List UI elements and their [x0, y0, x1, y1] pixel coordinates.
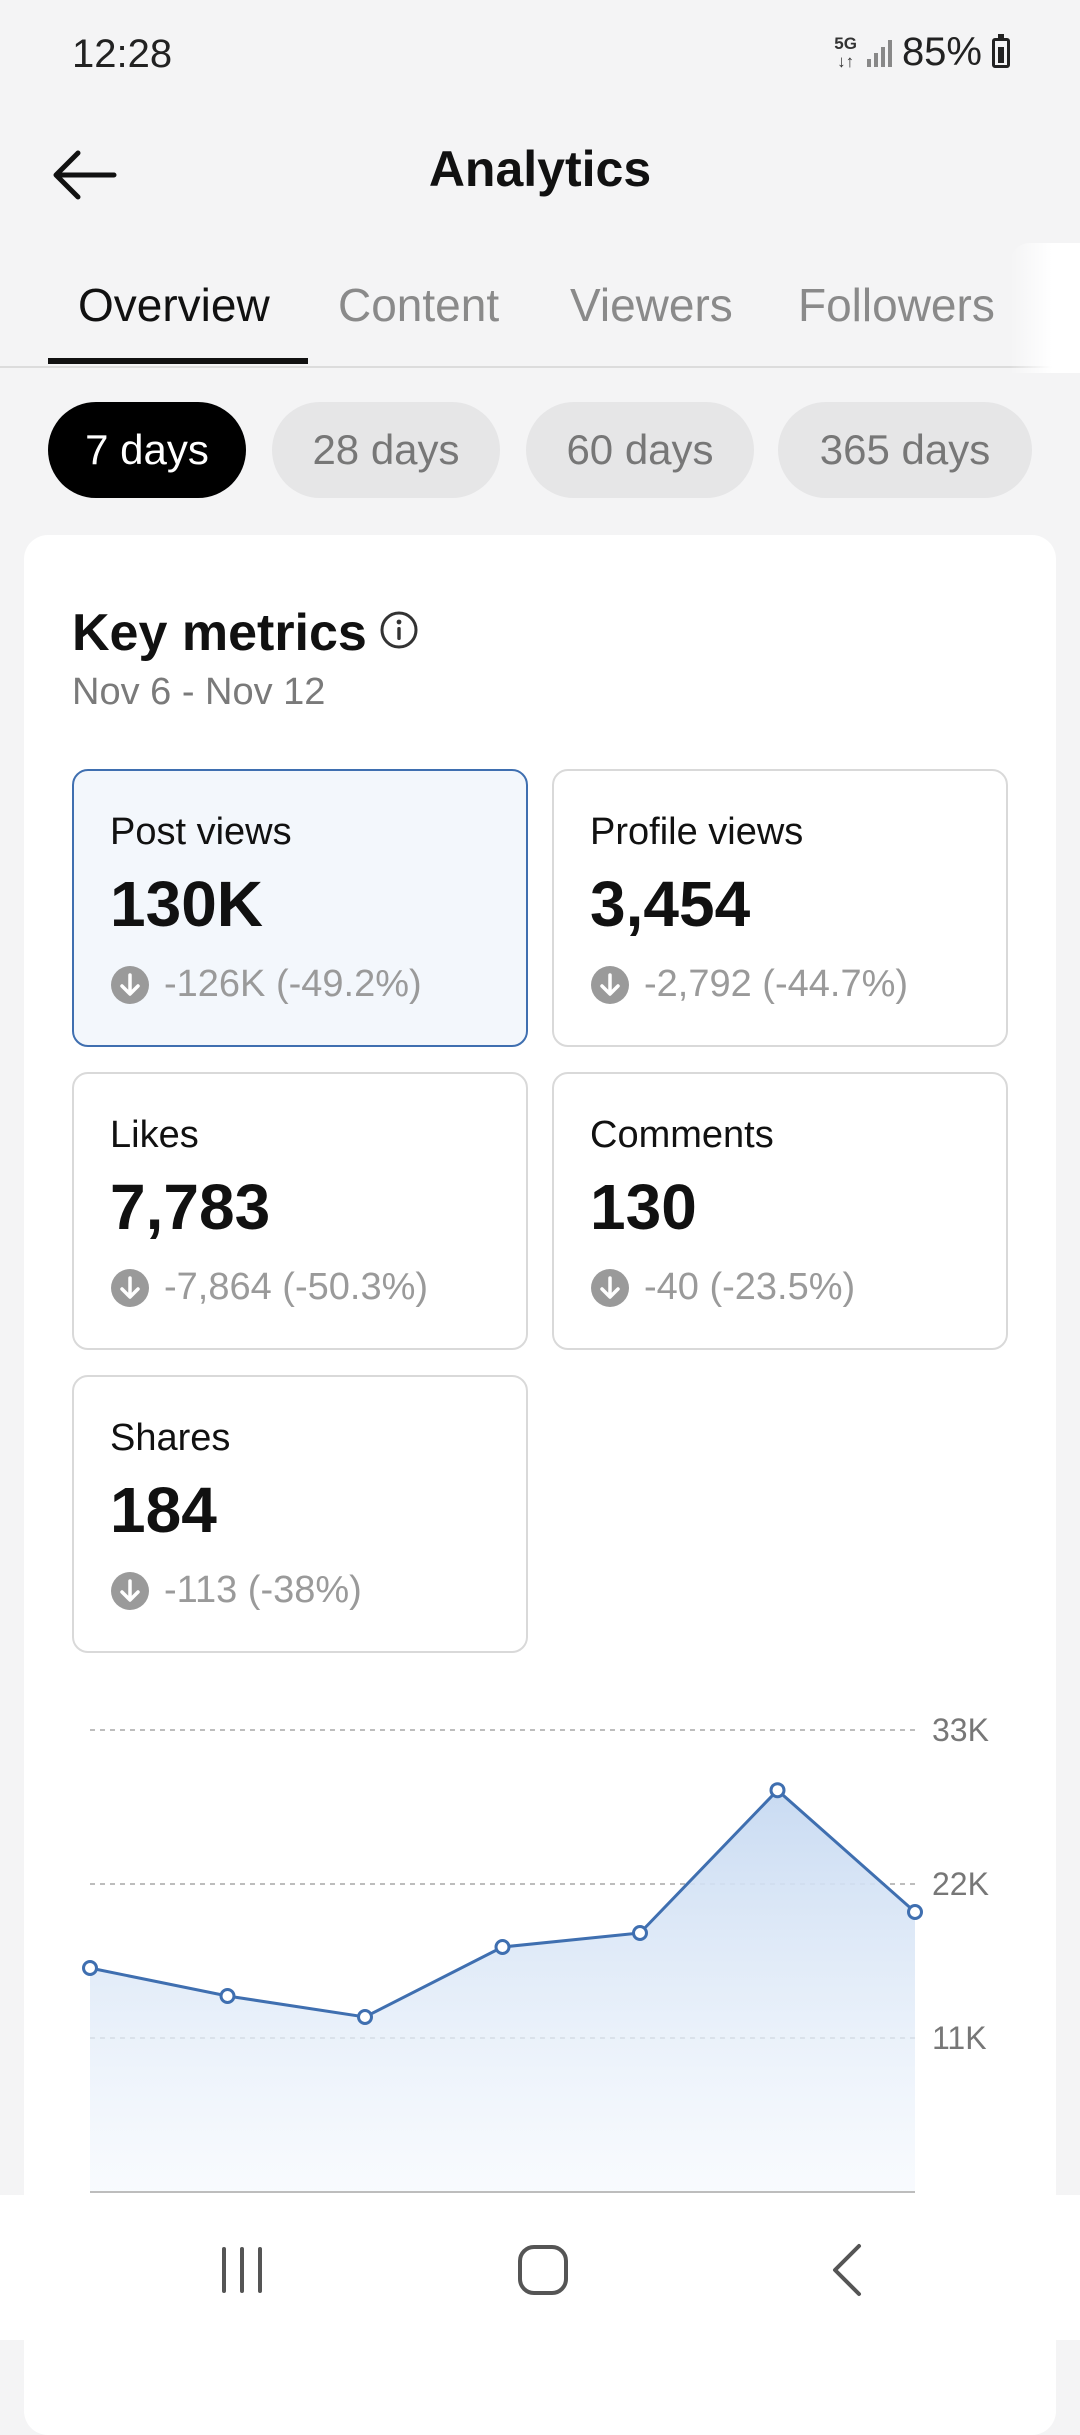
data-point [769, 1782, 786, 1799]
metric-card-profile-views[interactable]: Profile views 3,454 -2,792 (-44.7%) [552, 769, 1008, 1047]
arrow-down-circle-icon [591, 1268, 629, 1307]
metric-change: -113 (-38%) [110, 1569, 362, 1612]
metric-card-comments[interactable]: Comments 130 -40 (-23.5%) [552, 1072, 1008, 1350]
y-tick-label: 11K [932, 2020, 987, 2056]
signal-icon [866, 39, 892, 67]
metric-value: 184 [110, 1474, 217, 1546]
metric-label: Shares [110, 1417, 231, 1459]
back-arrow-icon [53, 150, 117, 200]
metric-change: -7,864 (-50.3%) [110, 1266, 428, 1309]
status-bar: 12:28 5G ↓↑ 85% [0, 0, 1080, 110]
data-point [907, 1904, 923, 1920]
app-header: Analytics [0, 110, 1080, 230]
arrow-down-circle-icon [111, 1571, 149, 1610]
battery-icon [992, 33, 1010, 68]
battery-level: 85% [901, 30, 982, 74]
system-nav-bar [0, 2195, 1080, 2340]
metric-label: Likes [110, 1114, 199, 1156]
tab-overview[interactable]: Overview [78, 279, 270, 331]
page-title: Analytics [428, 141, 652, 197]
metric-card-shares[interactable]: Shares 184 -113 (-38%) [72, 1375, 528, 1653]
arrow-down-circle-icon [591, 965, 629, 1004]
data-point [494, 1939, 511, 1955]
tab-scroll-fade [1010, 243, 1080, 373]
tab-bar: Overview Content Viewers Followers [0, 243, 1080, 373]
range-chip-60-days[interactable]: 60 days [526, 402, 754, 498]
tab-viewers[interactable]: Viewers [570, 279, 733, 331]
metric-change: -40 (-23.5%) [590, 1266, 855, 1309]
range-chip-7-days[interactable]: 7 days [48, 402, 246, 498]
back-button[interactable] [40, 130, 130, 220]
arrow-down-circle-icon [111, 1268, 149, 1307]
metric-value: 7,783 [110, 1171, 271, 1243]
status-time: 12:28 [72, 32, 173, 76]
metric-change: -126K (-49.2%) [110, 963, 422, 1006]
recent-apps-icon [222, 2247, 262, 2293]
range-chip-365-days[interactable]: 365 days [778, 402, 1032, 498]
metric-value: 130K [110, 868, 263, 940]
info-icon[interactable] [378, 609, 420, 651]
data-point [82, 1960, 98, 1976]
metric-label: Profile views [590, 811, 804, 853]
arrow-down-circle-icon [111, 965, 149, 1004]
system-back-button[interactable] [787, 2225, 907, 2315]
home-icon [518, 2245, 568, 2295]
recent-apps-button[interactable] [182, 2225, 302, 2315]
metric-value: 3,454 [590, 868, 751, 940]
metric-value: 130 [590, 1171, 697, 1243]
active-tab-indicator [48, 358, 308, 364]
area-fill [90, 1790, 915, 2192]
range-chip-28-days[interactable]: 28 days [272, 402, 500, 498]
home-button[interactable] [483, 2225, 603, 2315]
metric-card-likes[interactable]: Likes 7,783 -7,864 (-50.3%) [72, 1072, 528, 1350]
date-range-label: Nov 6 - Nov 12 [72, 671, 326, 713]
metric-card-post-views[interactable]: Post views 130K -126K (-49.2%) [72, 769, 528, 1047]
tab-followers[interactable]: Followers [798, 279, 995, 331]
data-point [357, 2009, 373, 2025]
status-indicators: 5G ↓↑ 85% [834, 30, 1010, 75]
metric-label: Comments [590, 1114, 774, 1156]
data-point [632, 1925, 648, 1941]
tab-content[interactable]: Content [338, 279, 500, 331]
post-views-trend-chart[interactable]: 33K 22K 11K [0, 1640, 1080, 2210]
y-tick-label: 33K [932, 1712, 989, 1748]
network-5g-icon: 5G ↓↑ [834, 33, 857, 71]
chevron-left-icon [833, 2244, 861, 2296]
metric-label: Post views [110, 811, 292, 853]
key-metrics-title: Key metrics [72, 604, 367, 662]
y-tick-label: 22K [932, 1866, 989, 1902]
metric-change: -2,792 (-44.7%) [590, 963, 908, 1006]
data-point [219, 1988, 236, 2004]
